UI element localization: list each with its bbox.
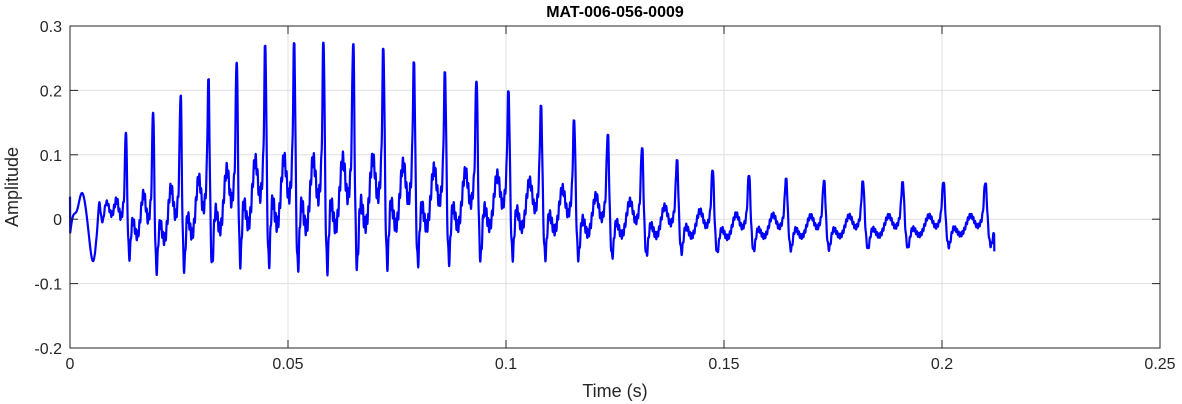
chart-title: MAT-006-056-0009 (546, 4, 684, 21)
x-tick-label: 0.05 (272, 356, 303, 373)
y-tick-label: 0.1 (40, 148, 62, 165)
tick-marks (69, 25, 1161, 349)
x-tick-label: 0.25 (1144, 356, 1175, 373)
x-tick-labels: 0 0.05 0.1 0.15 0.2 0.25 (66, 356, 1176, 373)
y-tick-label: 0 (53, 212, 62, 229)
x-axis-label: Time (s) (582, 381, 647, 401)
x-tick-label: 0.2 (931, 356, 953, 373)
y-tick-label: -0.1 (34, 277, 62, 294)
x-tick-label: 0 (66, 356, 75, 373)
y-tick-labels: -0.2 -0.1 0 0.1 0.2 0.3 (34, 19, 62, 358)
y-tick-label: 0.2 (40, 83, 62, 100)
series-layer (68, 41, 996, 277)
axes-box (69, 25, 1161, 349)
y-axis-label: Amplitude (2, 147, 22, 227)
y-tick-label: -0.2 (34, 341, 62, 358)
x-tick-label: 0.15 (708, 356, 739, 373)
y-tick-label: 0.3 (40, 19, 62, 36)
x-tick-label: 0.1 (495, 356, 517, 373)
waveform-line (68, 41, 996, 277)
